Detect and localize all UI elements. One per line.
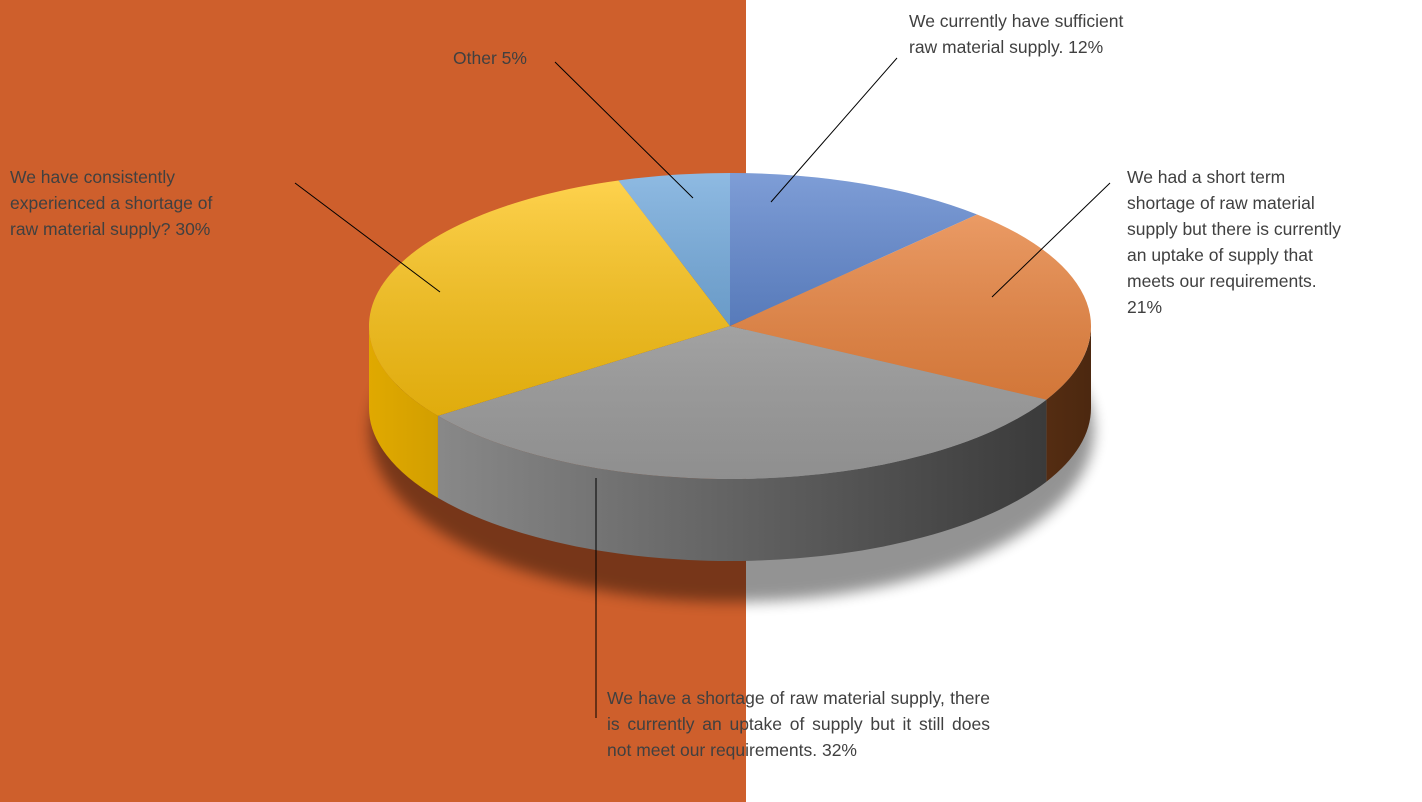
label-line: We currently have sufficient <box>909 11 1124 31</box>
data-label-consistent-shortage: We have consistently experienced a short… <box>10 164 212 242</box>
label-line: 21% <box>1127 297 1163 317</box>
label-line: experienced a shortage of <box>10 193 213 213</box>
pie-top-layer <box>368 173 1091 479</box>
label-line: supply but there is currently <box>1127 219 1341 239</box>
data-label-sufficient-supply: We currently have sufficient raw materia… <box>909 8 1123 60</box>
label-line: We had a short term <box>1127 167 1286 187</box>
leader-line-sufficient <box>770 57 898 203</box>
leader-line-consistent <box>294 182 441 293</box>
label-line: meets our requirements. <box>1127 271 1317 291</box>
label-text: We have a shortage of raw material suppl… <box>607 688 990 760</box>
label-line: raw material supply. 12% <box>909 37 1104 57</box>
data-label-short-term-shortage: We had a short term shortage of raw mate… <box>1127 164 1341 320</box>
label-line: an uptake of supply that <box>1127 245 1313 265</box>
label-line: raw material supply? 30% <box>10 219 211 239</box>
label-line: We have consistently <box>10 167 176 187</box>
leader-line-short-term <box>991 182 1111 298</box>
data-label-other: Other 5% <box>453 45 527 71</box>
label-line: Other 5% <box>453 48 527 68</box>
leader-line-other <box>554 61 694 199</box>
label-line: shortage of raw material <box>1127 193 1315 213</box>
leader-lines <box>294 57 1111 718</box>
pie-side-we-have-a-shortage <box>437 399 1047 561</box>
data-label-shortage-with-uptake: We have a shortage of raw material suppl… <box>607 685 990 763</box>
